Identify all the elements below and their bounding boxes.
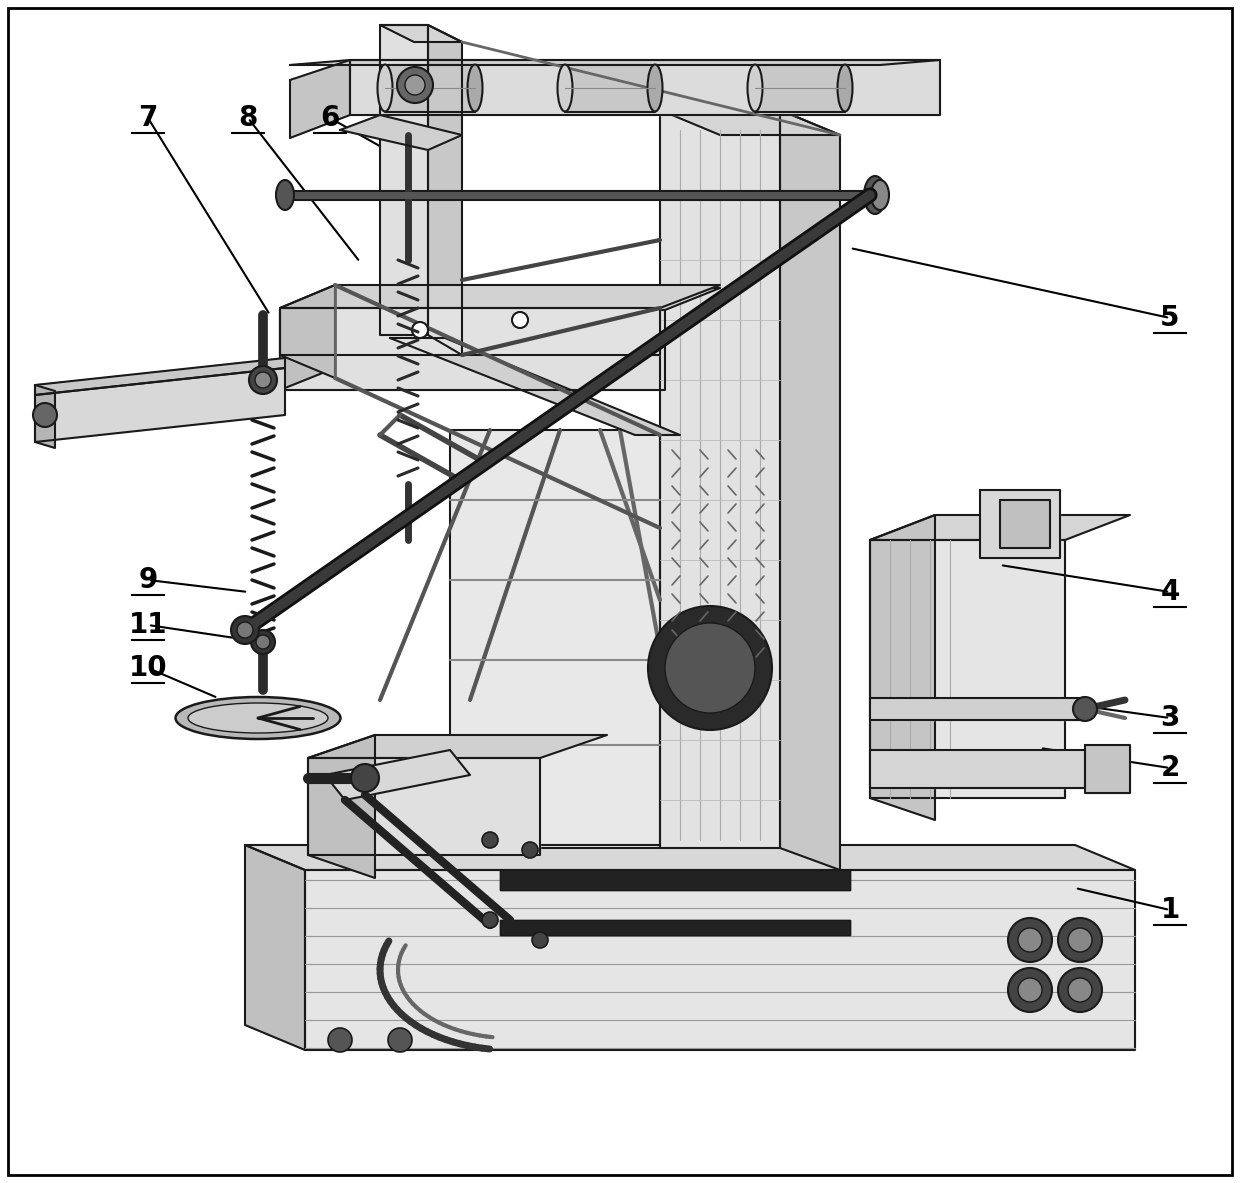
- Text: 2: 2: [1161, 754, 1179, 782]
- Circle shape: [512, 312, 528, 328]
- Polygon shape: [290, 60, 350, 138]
- Text: 5: 5: [1161, 304, 1179, 332]
- Polygon shape: [35, 368, 285, 442]
- Text: 7: 7: [139, 104, 157, 132]
- Text: 3: 3: [1161, 704, 1179, 732]
- Text: 9: 9: [139, 565, 157, 594]
- Ellipse shape: [748, 65, 763, 111]
- Polygon shape: [450, 429, 660, 848]
- Circle shape: [522, 842, 538, 858]
- Circle shape: [1058, 918, 1102, 962]
- Polygon shape: [350, 60, 940, 115]
- Ellipse shape: [188, 703, 329, 733]
- Text: 6: 6: [320, 104, 340, 132]
- Polygon shape: [246, 845, 305, 1051]
- Ellipse shape: [870, 180, 889, 211]
- Polygon shape: [280, 308, 660, 355]
- Circle shape: [231, 616, 259, 644]
- Polygon shape: [246, 845, 1135, 870]
- Text: 4: 4: [1161, 578, 1179, 606]
- Text: 1: 1: [1161, 896, 1179, 924]
- Polygon shape: [870, 515, 935, 820]
- Ellipse shape: [277, 180, 294, 211]
- Polygon shape: [755, 65, 844, 112]
- Text: 11: 11: [129, 610, 167, 639]
- Polygon shape: [870, 698, 1085, 720]
- Polygon shape: [308, 735, 374, 878]
- Polygon shape: [379, 25, 428, 335]
- Text: 10: 10: [129, 654, 167, 683]
- Circle shape: [482, 832, 498, 848]
- Polygon shape: [280, 310, 665, 390]
- Circle shape: [250, 631, 275, 654]
- Ellipse shape: [837, 65, 853, 111]
- Polygon shape: [870, 750, 1085, 788]
- Polygon shape: [780, 110, 839, 870]
- Polygon shape: [308, 735, 608, 758]
- Polygon shape: [391, 338, 680, 435]
- Polygon shape: [980, 490, 1060, 558]
- Circle shape: [665, 623, 755, 713]
- Circle shape: [329, 1028, 352, 1052]
- Ellipse shape: [467, 65, 482, 111]
- Polygon shape: [325, 750, 470, 800]
- Polygon shape: [280, 287, 720, 310]
- Polygon shape: [999, 500, 1050, 548]
- Circle shape: [237, 622, 253, 638]
- Polygon shape: [305, 870, 1135, 1051]
- Circle shape: [1008, 918, 1052, 962]
- Ellipse shape: [176, 697, 341, 739]
- Polygon shape: [500, 870, 849, 890]
- Polygon shape: [384, 65, 475, 112]
- Circle shape: [412, 322, 428, 338]
- Polygon shape: [340, 115, 463, 150]
- Circle shape: [249, 366, 277, 394]
- Polygon shape: [428, 25, 463, 355]
- Polygon shape: [308, 758, 539, 855]
- Circle shape: [397, 67, 433, 103]
- Polygon shape: [500, 920, 849, 935]
- Circle shape: [1068, 927, 1092, 952]
- Circle shape: [388, 1028, 412, 1052]
- Polygon shape: [1085, 745, 1130, 793]
- Polygon shape: [280, 285, 720, 308]
- Polygon shape: [35, 384, 55, 448]
- Ellipse shape: [558, 65, 573, 111]
- Polygon shape: [660, 110, 780, 848]
- Ellipse shape: [864, 176, 887, 214]
- Circle shape: [1008, 968, 1052, 1011]
- Polygon shape: [870, 539, 1065, 799]
- Circle shape: [1018, 927, 1042, 952]
- Circle shape: [1058, 968, 1102, 1011]
- Polygon shape: [379, 25, 463, 43]
- Circle shape: [532, 932, 548, 948]
- Polygon shape: [280, 285, 335, 379]
- Circle shape: [1018, 978, 1042, 1002]
- Circle shape: [649, 606, 773, 730]
- Polygon shape: [290, 60, 940, 65]
- Polygon shape: [870, 515, 1130, 539]
- Circle shape: [405, 75, 425, 95]
- Ellipse shape: [377, 65, 393, 111]
- Circle shape: [1073, 697, 1097, 720]
- Ellipse shape: [647, 65, 662, 111]
- Circle shape: [255, 371, 272, 388]
- Circle shape: [351, 764, 379, 791]
- Polygon shape: [35, 358, 285, 395]
- Circle shape: [1068, 978, 1092, 1002]
- Text: 8: 8: [238, 104, 258, 132]
- Polygon shape: [280, 287, 335, 390]
- Circle shape: [33, 403, 57, 427]
- Polygon shape: [660, 110, 839, 135]
- Circle shape: [255, 635, 270, 649]
- Polygon shape: [565, 65, 655, 112]
- Circle shape: [482, 912, 498, 927]
